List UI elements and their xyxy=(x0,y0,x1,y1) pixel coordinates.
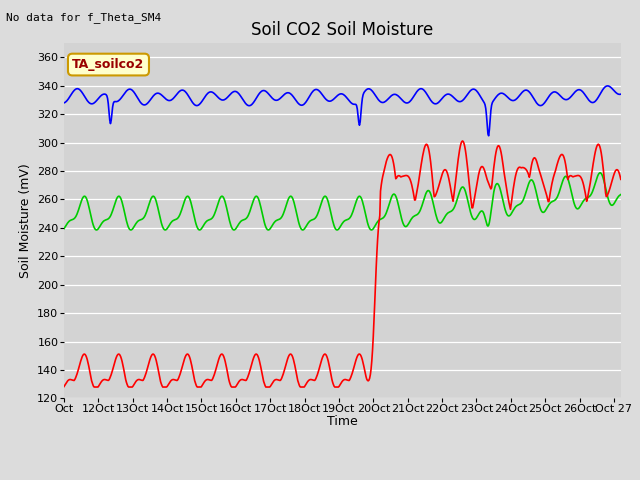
Text: TA_soilco2: TA_soilco2 xyxy=(72,58,145,71)
Y-axis label: Soil Moisture (mV): Soil Moisture (mV) xyxy=(19,163,31,278)
Text: No data for f_Theta_SM4: No data for f_Theta_SM4 xyxy=(6,12,162,23)
X-axis label: Time: Time xyxy=(327,415,358,428)
Title: Soil CO2 Soil Moisture: Soil CO2 Soil Moisture xyxy=(252,21,433,39)
